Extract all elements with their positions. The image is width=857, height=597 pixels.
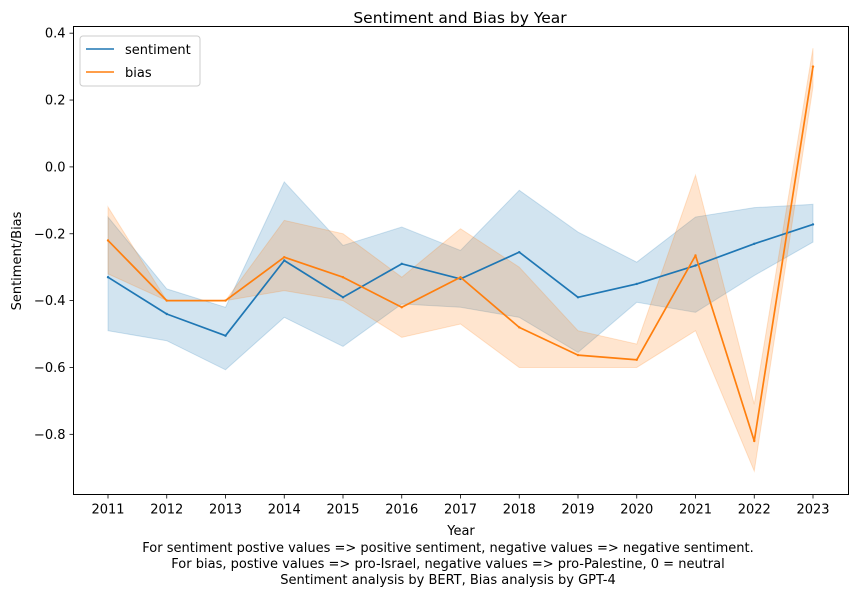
x-tick-label: 2012	[150, 503, 183, 518]
confidence-band-sentiment	[107, 181, 814, 371]
data-point-sentiment-2016	[400, 262, 403, 266]
data-point-sentiment-2021	[694, 264, 697, 267]
data-point-sentiment-2011	[106, 276, 110, 279]
data-point-sentiment-2013	[224, 334, 227, 337]
data-point-sentiment-2022	[753, 242, 756, 245]
legend: sentiment bias	[79, 35, 201, 87]
x-tick-label: 2022	[738, 503, 771, 518]
data-point-sentiment-2020	[635, 282, 638, 286]
footnote-line-3: Sentiment analysis by BERT, Bias analysi…	[280, 573, 615, 588]
footnote-line-2: For bias, postive values => pro-Israel, …	[171, 557, 724, 572]
x-tick-label: 2014	[268, 503, 301, 518]
data-point-sentiment-2018	[518, 250, 521, 254]
data-point-bias-2022	[753, 439, 756, 443]
data-point-bias-2016	[400, 306, 403, 309]
x-axis: 2011 2012 2013 2014 2015 2016 2017 2018 2019 2020…	[91, 494, 830, 518]
footnote-line-1: For sentiment postive values => positive…	[142, 541, 753, 556]
x-tick-label: 2017	[444, 503, 477, 518]
data-point-bias-2013	[224, 299, 227, 302]
x-tick-label: 2020	[620, 503, 653, 518]
data-point-bias-2015	[341, 276, 345, 279]
x-tick-label: 2013	[209, 503, 242, 518]
y-tick-label: −0.6	[34, 361, 66, 376]
data-point-bias-2011	[106, 239, 110, 242]
x-tick-label: 2023	[796, 503, 829, 518]
y-tick-label: 0.0	[45, 160, 66, 175]
data-point-bias-2017	[459, 276, 462, 279]
plot-frame	[73, 26, 849, 495]
data-point-sentiment-2019	[576, 296, 580, 299]
legend-label-sentiment: sentiment	[125, 43, 191, 58]
y-tick-label: 0.2	[45, 94, 66, 109]
y-tick-label: −0.2	[34, 227, 66, 242]
data-point-sentiment-2012	[165, 312, 168, 316]
y-axis: −0.8 −0.6 −0.4 −0.2 0.0 0.2 0.4	[34, 27, 74, 443]
x-tick-label: 2019	[561, 503, 594, 518]
data-point-bias-2018	[518, 326, 521, 329]
data-point-bias-2023	[811, 65, 815, 68]
data-point-bias-2019	[576, 353, 580, 357]
data-point-bias-2012	[165, 299, 168, 302]
data-point-bias-2021	[694, 254, 697, 257]
chart-title: Sentiment and Bias by Year	[353, 9, 567, 27]
data-point-sentiment-2015	[341, 296, 345, 299]
x-tick-label: 2016	[385, 503, 418, 518]
data-point-bias-2020	[635, 358, 638, 361]
y-tick-label: −0.8	[34, 428, 66, 443]
x-tick-label: 2011	[91, 503, 124, 518]
y-tick-label: 0.4	[45, 27, 66, 42]
x-tick-label: 2021	[679, 503, 712, 518]
x-tick-label: 2015	[326, 503, 359, 518]
confidence-band-bias	[107, 48, 814, 473]
x-tick-label: 2018	[503, 503, 536, 518]
y-tick-label: −0.4	[34, 294, 66, 309]
data-point-sentiment-2014	[283, 259, 286, 262]
series-lines	[106, 65, 815, 443]
confidence-bands	[107, 48, 814, 473]
data-point-sentiment-2023	[811, 223, 815, 226]
data-point-bias-2014	[283, 255, 286, 259]
legend-label-bias: bias	[125, 66, 152, 81]
y-axis-label: Sentiment/Bias	[10, 211, 25, 310]
x-axis-label: Year	[446, 524, 475, 539]
